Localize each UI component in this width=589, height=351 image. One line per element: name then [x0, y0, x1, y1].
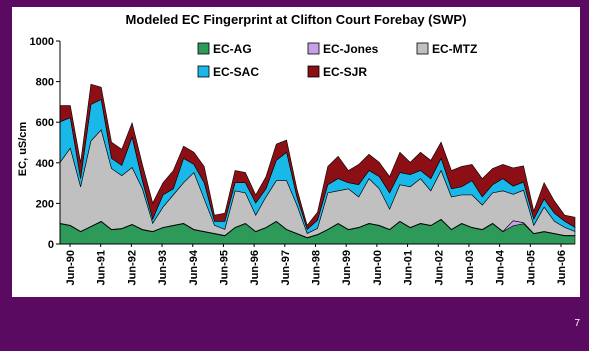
x-tick-label: Jun-06: [556, 250, 568, 285]
x-tick-label: Jun-05: [525, 250, 537, 285]
area-series-ec-sjr: [59, 83, 576, 230]
ec-fingerprint-chart: Modeled EC Fingerprint at Clifton Court …: [17, 12, 576, 285]
y-tick-label: 0: [48, 239, 54, 251]
x-tick-label: Jun-96: [249, 250, 261, 285]
x-tick-label: Jun-90: [65, 250, 77, 285]
y-axis-label: EC, uS/cm: [17, 122, 29, 177]
y-tick-label: 1000: [30, 36, 54, 48]
x-tick-label: Jun-97: [280, 250, 292, 285]
axes-layer: 0 200 400 600 800 1000 Jun-90 Jun-91 Jun-92 Jun-9…: [30, 36, 575, 285]
legend-swatch-ec-mtz: [416, 42, 429, 55]
x-tick-label: Jun-92: [126, 250, 138, 285]
legend: EC-AG EC-Jones EC-MTZ EC-SAC EC-SJR: [197, 42, 477, 79]
y-tick-label: 400: [36, 158, 54, 170]
legend-swatch-ec-sac: [197, 65, 210, 78]
legend-label-ec-sjr: EC-SJR: [323, 65, 367, 79]
chart-panel: Modeled EC Fingerprint at Clifton Court …: [12, 7, 580, 297]
x-tick-label: Jun-03: [464, 250, 476, 285]
x-tick-label: Jun-99: [341, 250, 353, 285]
legend-swatch-ec-jones: [307, 42, 320, 55]
x-tick-label: Jun-91: [96, 250, 108, 285]
x-tick-label: Jun-00: [372, 250, 384, 285]
x-tick-label: Jun-95: [218, 250, 230, 285]
y-tick-label: 600: [36, 117, 54, 129]
legend-label-ec-ag: EC-AG: [213, 42, 252, 56]
x-tick-label: Jun-04: [495, 249, 507, 285]
area-layer: [59, 83, 576, 245]
legend-label-ec-mtz: EC-MTZ: [432, 42, 477, 56]
chart-title: Modeled EC Fingerprint at Clifton Court …: [126, 12, 467, 27]
x-tick-label: Jun-93: [157, 250, 169, 285]
x-tick-label: Jun-01: [403, 250, 415, 285]
x-tick-label: Jun-94: [188, 249, 200, 285]
y-tick-label: 200: [36, 198, 54, 210]
slide-number: 7: [574, 318, 580, 329]
x-tick-label: Jun-02: [433, 250, 445, 285]
x-tick-label: Jun-98: [311, 250, 323, 285]
legend-label-ec-sac: EC-SAC: [213, 65, 259, 79]
legend-swatch-ec-sjr: [307, 65, 320, 78]
y-tick-label: 800: [36, 77, 54, 89]
legend-swatch-ec-ag: [197, 42, 210, 55]
legend-label-ec-jones: EC-Jones: [323, 42, 379, 56]
